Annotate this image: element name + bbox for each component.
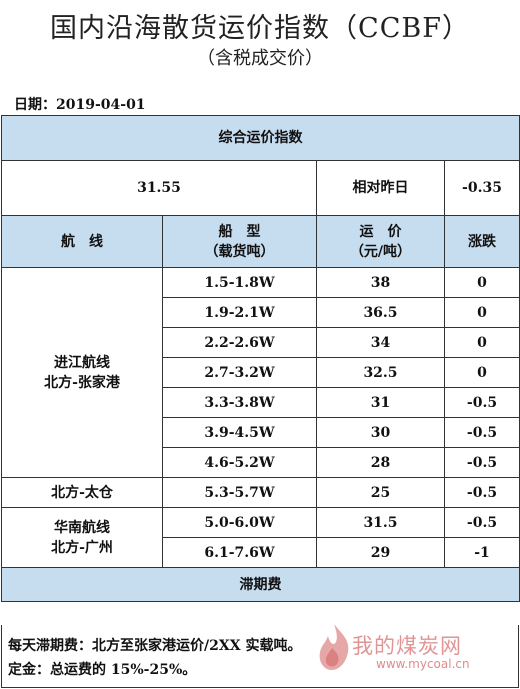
table-row: 1.9-2.1W 36.5 0 xyxy=(2,297,520,328)
demurrage-line1: 每天滞期费：北方至张家港运价/2XX 实载吨。 xyxy=(8,638,302,654)
demurrage-heading: 滞期费 xyxy=(1,567,520,602)
ship-type-header-line1: 船 型 xyxy=(218,223,261,240)
ship-type-cell: 6.1-7.6W xyxy=(162,537,317,568)
rate-cell: 25 xyxy=(316,477,445,508)
change-cell: 0 xyxy=(444,327,520,358)
watermark-text: 我的煤炭网 xyxy=(352,634,462,658)
route-name-cell: 进江航线 北方-张家港 xyxy=(1,267,163,478)
page-subtitle: （含税成交价） xyxy=(197,48,323,69)
composite-value: 31.55 xyxy=(1,160,317,216)
table-row: 3.9-4.5W 30 -0.5 xyxy=(2,417,520,448)
rate-header-line2: （元/吨） xyxy=(349,243,412,260)
route-name-cell: 华南航线 北方-广州 xyxy=(1,507,163,568)
change-cell: -0.5 xyxy=(444,477,520,508)
ship-type-cell: 2.7-3.2W xyxy=(162,357,317,388)
rate-table: 综合运价指数 31.55 相对昨日 -0.35 航 线 船 型 （载货吨） 运 … xyxy=(1,115,520,602)
route-name-cell: 北方-太仓 xyxy=(1,477,163,508)
ship-type-cell: 2.2-2.6W xyxy=(162,327,317,358)
change-cell: -0.5 xyxy=(444,417,520,448)
rate-cell: 30 xyxy=(316,417,445,448)
ship-type-column-header: 船 型 （载货吨） xyxy=(162,215,317,268)
rate-cell: 31.5 xyxy=(316,507,445,538)
change-cell: 0 xyxy=(444,297,520,328)
demurrage-line2: 定金：总运费的 15%-25%。 xyxy=(8,662,197,678)
rate-cell: 34 xyxy=(316,327,445,358)
ship-type-cell: 3.9-4.5W xyxy=(162,417,317,448)
table-row: 3.3-3.8W 31 -0.5 xyxy=(2,387,520,418)
ship-type-cell: 1.5-1.8W xyxy=(162,267,317,298)
change-cell: 0 xyxy=(444,267,520,298)
rate-cell: 29 xyxy=(316,537,445,568)
route-name-line1: 华南航线 xyxy=(54,519,110,536)
rate-column-header: 运 价 （元/吨） xyxy=(316,215,445,268)
demurrage-heading-row: 滞期费 xyxy=(1,567,520,602)
ship-type-cell: 1.9-2.1W xyxy=(162,297,317,328)
rate-cell: 28 xyxy=(316,447,445,478)
flame-logo-icon xyxy=(319,624,349,670)
date-label: 日期：2019-04-01 xyxy=(14,97,146,113)
change-label: 相对昨日 xyxy=(316,160,445,216)
table-row: 4.6-5.2W 28 -0.5 xyxy=(2,447,520,478)
ship-type-cell: 5.0-6.0W xyxy=(162,507,317,538)
table-row: 华南航线 北方-广州 5.0-6.0W 31.5 -0.5 xyxy=(1,507,520,568)
composite-value-row: 31.55 相对昨日 -0.35 xyxy=(1,160,520,216)
route-name-line2: 北方-张家港 xyxy=(44,374,120,391)
change-value: -0.35 xyxy=(444,160,520,216)
page-title: 国内沿海散货运价指数（CCBF） xyxy=(50,13,470,44)
demurrage-notes: 每天滞期费：北方至张家港运价/2XX 实载吨。 定金：总运费的 15%-25%。 xyxy=(1,625,519,688)
change-column-header: 涨跌 xyxy=(444,215,520,268)
rate-cell: 32.5 xyxy=(316,357,445,388)
ship-type-cell: 3.3-3.8W xyxy=(162,387,317,418)
table-row: 进江航线 北方-张家港 1.5-1.8W 38 0 xyxy=(1,267,520,478)
route-name-line2: 北方-广州 xyxy=(51,539,113,556)
table-row: 6.1-7.6W 29 -1 xyxy=(2,537,520,568)
watermark-url: www.mycoal.cn xyxy=(376,657,470,671)
column-header-row: 航 线 船 型 （载货吨） 运 价 （元/吨） 涨跌 xyxy=(1,215,520,268)
composite-heading: 综合运价指数 xyxy=(1,115,520,161)
rate-cell: 38 xyxy=(316,267,445,298)
rate-cell: 36.5 xyxy=(316,297,445,328)
change-cell: 0 xyxy=(444,357,520,388)
change-cell: -1 xyxy=(444,537,520,568)
route-column-header: 航 线 xyxy=(1,215,163,268)
table-row: 北方-太仓 5.3-5.7W 25 -0.5 xyxy=(1,477,520,508)
ship-type-cell: 4.6-5.2W xyxy=(162,447,317,478)
rate-cell: 31 xyxy=(316,387,445,418)
route-name-line1: 进江航线 xyxy=(54,354,110,371)
rate-header-line1: 运 价 xyxy=(359,223,402,240)
change-cell: -0.5 xyxy=(444,387,520,418)
ship-type-header-line2: （载货吨） xyxy=(204,243,275,260)
change-cell: -0.5 xyxy=(444,507,520,538)
change-cell: -0.5 xyxy=(444,447,520,478)
ship-type-cell: 5.3-5.7W xyxy=(162,477,317,508)
table-row: 2.7-3.2W 32.5 0 xyxy=(2,357,520,388)
composite-heading-row: 综合运价指数 xyxy=(1,115,520,161)
